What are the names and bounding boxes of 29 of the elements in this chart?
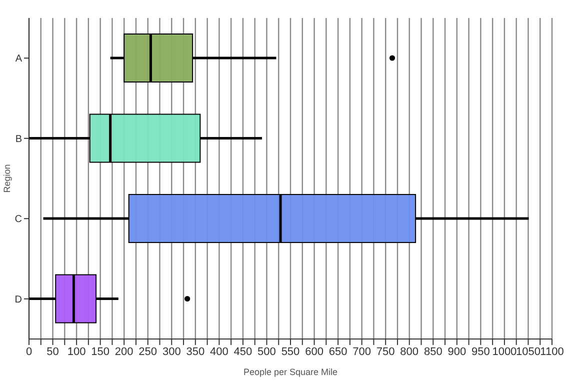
x-tick-label: 750 bbox=[376, 346, 395, 358]
y-tick-label: B bbox=[15, 134, 22, 145]
x-tick-label: 600 bbox=[305, 346, 324, 358]
x-tick-label: 250 bbox=[138, 346, 158, 358]
x-tick-label: 850 bbox=[424, 346, 442, 358]
y-axis-title: Region bbox=[2, 164, 12, 193]
x-tick-label: 650 bbox=[328, 346, 348, 358]
x-tick-label: 1100 bbox=[540, 346, 564, 358]
x-tick-label: 700 bbox=[352, 346, 371, 358]
x-tick-label: 1000 bbox=[492, 346, 517, 358]
x-tick-label: 550 bbox=[281, 346, 300, 358]
x-tick-label: 950 bbox=[472, 346, 490, 358]
y-tick-label: C bbox=[14, 214, 22, 226]
x-tick-label: 900 bbox=[448, 346, 466, 358]
y-tick-label: A bbox=[15, 54, 22, 65]
x-tick-label: 800 bbox=[400, 346, 419, 358]
x-tick-label: 350 bbox=[186, 346, 205, 358]
x-tick-label: 200 bbox=[114, 346, 134, 358]
x-tick-label: 0 bbox=[26, 346, 32, 358]
x-tick-label: 400 bbox=[210, 346, 228, 358]
y-tick-label: D bbox=[14, 294, 22, 306]
x-tick-label: 150 bbox=[91, 346, 110, 358]
x-tick-label: 1050 bbox=[516, 346, 540, 358]
x-tick-label: 50 bbox=[46, 346, 59, 358]
x-tick-label: 100 bbox=[67, 346, 86, 358]
x-tick-label: 500 bbox=[258, 346, 276, 358]
x-tick-label: 300 bbox=[162, 346, 181, 358]
x-tick-label: 450 bbox=[234, 346, 252, 358]
x-axis-title: People per Square Mile bbox=[243, 367, 338, 377]
